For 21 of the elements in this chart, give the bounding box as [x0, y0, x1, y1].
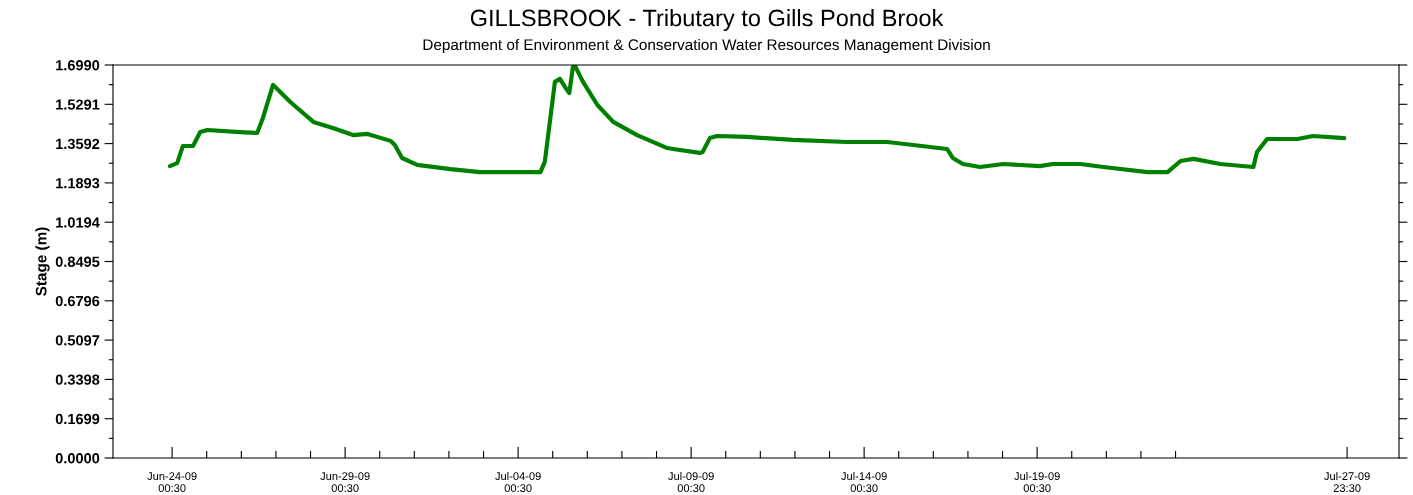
y-tick-label: 0.6796 — [55, 295, 100, 307]
y-tick-label: 1.3592 — [56, 138, 100, 150]
chart-subtitle: Department of Environment & Conservation Water Resources Management Division — [423, 38, 990, 54]
y-axis-title: Stage (m) — [35, 227, 50, 296]
x-tick-label: Jul-04-09 00:30 — [495, 471, 541, 493]
y-tick-label: 0.5097 — [55, 335, 100, 346]
y-tick-label: 0.0000 — [55, 453, 100, 464]
x-tick-label: Jul-27-09 23:30 — [1324, 471, 1370, 493]
y-tick-label: 1.0194 — [56, 217, 100, 228]
y-tick-label: 1.1893 — [56, 178, 100, 189]
chart-title: GILLSBROOK - Tributary to Gills Pond Brook — [470, 9, 944, 31]
y-tick-label: 0.1699 — [55, 413, 100, 425]
x-tick-label: Jun-24-09 00:30 — [147, 472, 197, 493]
x-tick-label: Jul-19-09 00:30 — [1014, 471, 1060, 493]
y-tick-label: 0.8495 — [55, 256, 100, 267]
x-tick-label: Jul-09-09 00:30 — [668, 471, 714, 493]
y-tick-label: 1.6990 — [56, 60, 100, 71]
x-tick-label: Jun-29-09 00:30 — [320, 472, 370, 493]
y-tick-label: 0.3398 — [55, 374, 100, 385]
x-tick-label: Jul-14-09 00:30 — [841, 471, 887, 493]
y-tick-label: 1.5291 — [56, 99, 100, 110]
